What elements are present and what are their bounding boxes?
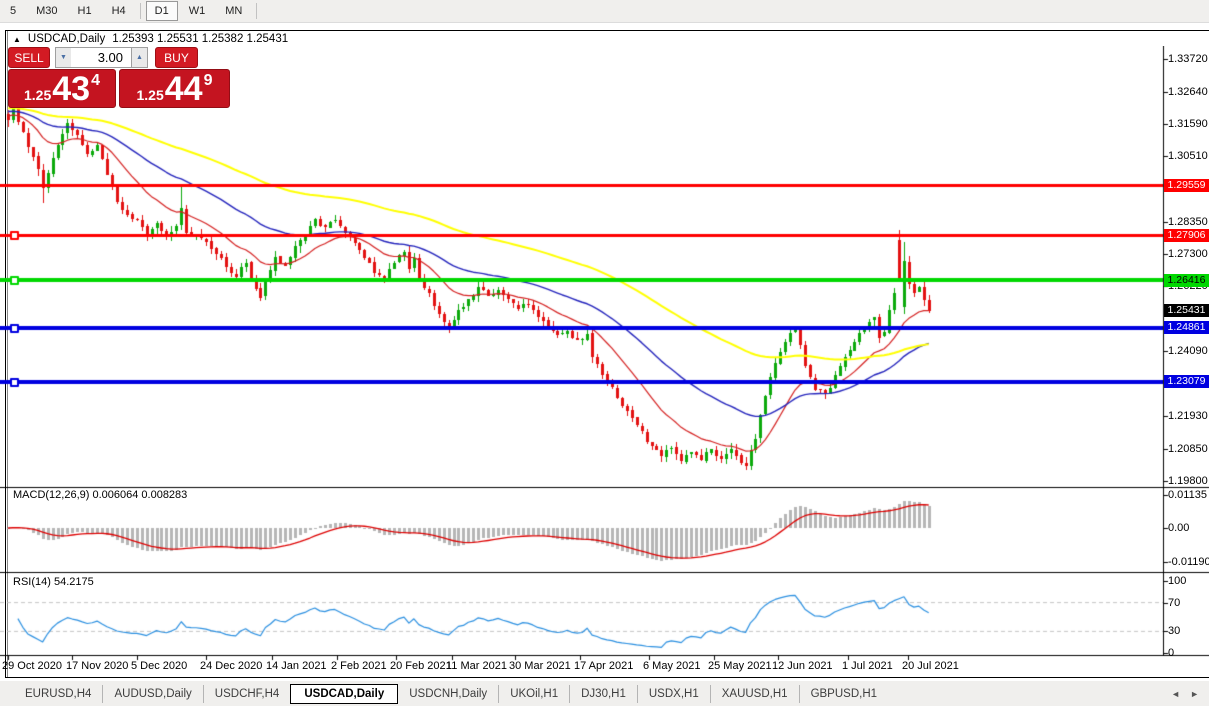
- spin-down-icon: ▼: [60, 54, 67, 61]
- macd-axis-label: -0.01190: [1168, 556, 1209, 569]
- rsi-axis-label: 0: [1168, 647, 1175, 659]
- date-axis-label: 25 May 2021: [708, 660, 772, 672]
- price-badge-resistance-2: 1.27906: [1164, 228, 1209, 242]
- buy-price-big: 44: [164, 69, 203, 108]
- price-axis-label: 1.27300: [1168, 247, 1208, 260]
- tab-scroll-left-icon[interactable]: ◄: [1171, 688, 1181, 699]
- timeframe-toolbar: 5 M30 H1 H4 D1 W1 MN: [0, 0, 1209, 23]
- timeframe-button-5[interactable]: 5: [10, 5, 17, 17]
- volume-decrement-button[interactable]: ▼: [55, 47, 72, 68]
- rsi-axis-label: 30: [1168, 625, 1181, 638]
- date-axis-label: 5 Dec 2020: [131, 660, 188, 672]
- buy-price-pip: 9: [203, 71, 213, 89]
- chart-tab-USDX-H1[interactable]: USDX,H1: [636, 684, 710, 703]
- collapse-arrow-icon[interactable]: ▲: [13, 34, 21, 44]
- date-axis-label: 11 Mar 2021: [446, 660, 507, 672]
- sell-price-display[interactable]: 1.25 43 4: [8, 69, 116, 108]
- price-badge-resistance-1: 1.29559: [1164, 178, 1209, 192]
- chart-ohlc-quote: 1.25393 1.25531 1.25382 1.25431: [112, 33, 289, 45]
- tab-scroll-arrows: ◄ ►: [1171, 689, 1199, 699]
- price-badge-level-green: 1.26416: [1164, 273, 1209, 287]
- date-axis-label: 24 Dec 2020: [200, 660, 263, 672]
- timeframe-button-W1[interactable]: W1: [188, 5, 206, 17]
- chart-title-bar: ▲ USDCAD,Daily 1.25393 1.25531 1.25382 1…: [13, 33, 288, 45]
- macd-axis-label: 0.01135: [1168, 489, 1207, 502]
- chart-tab-EURUSD-H4[interactable]: EURUSD,H4: [25, 687, 92, 700]
- price-badge-support-1: 1.24861: [1164, 321, 1209, 335]
- timeframe-button-H4[interactable]: H4: [111, 5, 126, 17]
- timeframe-button-MN[interactable]: MN: [225, 5, 243, 17]
- buy-price-prefix: 1.25: [136, 86, 164, 103]
- price-axis-label: 1.31590: [1168, 117, 1208, 130]
- date-axis-label: 29 Oct 2020: [2, 660, 62, 672]
- price-badge-current-price: 1.25431: [1164, 303, 1209, 317]
- chart-tab-UKOil-H1[interactable]: UKOil,H1: [498, 684, 569, 703]
- chart-symbol-period: USDCAD,Daily: [27, 33, 106, 45]
- spin-up-icon: ▲: [136, 54, 143, 61]
- sell-price-pip: 4: [91, 71, 100, 89]
- chart-tab-XAUUSD-H1[interactable]: XAUUSD,H1: [709, 684, 799, 703]
- rsi-indicator-label: RSI(14) 54.2175: [13, 576, 94, 588]
- date-axis-label: 20 Jul 2021: [902, 660, 959, 672]
- price-axis-label: 1.24090: [1168, 344, 1208, 357]
- date-axis-label: 12 Jun 2021: [772, 660, 833, 672]
- price-axis-label: 1.20850: [1168, 443, 1208, 456]
- price-badge-support-2: 1.23079: [1164, 375, 1209, 389]
- timeframe-button-M30[interactable]: M30: [36, 5, 58, 17]
- toolbar-separator: [139, 3, 141, 19]
- sell-price-big: 43: [52, 69, 91, 108]
- rsi-axis-label: 70: [1168, 596, 1181, 609]
- price-chart-canvas[interactable]: [0, 46, 1209, 677]
- sell-button[interactable]: SELL: [8, 47, 50, 68]
- date-axis-label: 17 Apr 2021: [574, 660, 634, 672]
- date-axis-label: 30 Mar 2021: [509, 660, 571, 672]
- price-axis-label: 1.30510: [1168, 150, 1208, 163]
- sell-price-prefix: 1.25: [24, 86, 52, 103]
- date-axis-label: 1 Jul 2021: [842, 660, 893, 672]
- volume-input[interactable]: [71, 47, 131, 68]
- buy-price-display[interactable]: 1.25 44 9: [119, 69, 230, 108]
- rsi-axis-label: 100: [1168, 575, 1187, 587]
- timeframe-button-H1[interactable]: H1: [77, 5, 92, 17]
- timeframe-button-D1[interactable]: D1: [145, 1, 178, 21]
- chart-tab-USDCAD-Daily[interactable]: USDCAD,Daily: [290, 683, 399, 704]
- volume-increment-button[interactable]: ▲: [131, 47, 148, 68]
- chart-tab-AUDUSD-Daily[interactable]: AUDUSD,Daily: [102, 684, 202, 703]
- date-axis-label: 20 Feb 2021: [390, 660, 452, 672]
- price-axis-label: 1.28350: [1168, 215, 1208, 228]
- chart-tab-USDCHF-H4[interactable]: USDCHF,H4: [202, 684, 291, 703]
- price-axis-label: 1.33720: [1168, 53, 1208, 65]
- date-axis-label: 17 Nov 2020: [66, 660, 129, 672]
- tab-scroll-right-icon[interactable]: ►: [1190, 688, 1199, 699]
- chart-tab-GBPUSD-H1[interactable]: GBPUSD,H1: [798, 684, 888, 703]
- chart-tab-USDCNH-Daily[interactable]: USDCNH,Daily: [409, 687, 488, 700]
- macd-axis-label: 0.00: [1168, 522, 1190, 534]
- date-axis-label: 14 Jan 2021: [266, 660, 327, 672]
- date-axis-label: 2 Feb 2021: [331, 660, 387, 672]
- chart-tab-DJ30-H1[interactable]: DJ30,H1: [569, 684, 637, 703]
- date-axis-label: 6 May 2021: [643, 660, 701, 672]
- buy-button[interactable]: BUY: [155, 47, 198, 68]
- price-axis-label: 1.21930: [1168, 410, 1208, 423]
- price-axis-label: 1.19800: [1168, 475, 1208, 488]
- chart-tab-bar: EURUSD,H4 AUDUSD,Daily USDCHF,H4 USDCAD,Dai…: [0, 681, 1209, 706]
- macd-indicator-label: MACD(12,26,9) 0.006064 0.008283: [13, 489, 188, 501]
- chart-window-border-bottom: [5, 677, 1209, 678]
- price-axis-label: 1.32640: [1168, 85, 1208, 98]
- chart-window-border-top: [5, 30, 1209, 31]
- toolbar-separator: [256, 3, 258, 19]
